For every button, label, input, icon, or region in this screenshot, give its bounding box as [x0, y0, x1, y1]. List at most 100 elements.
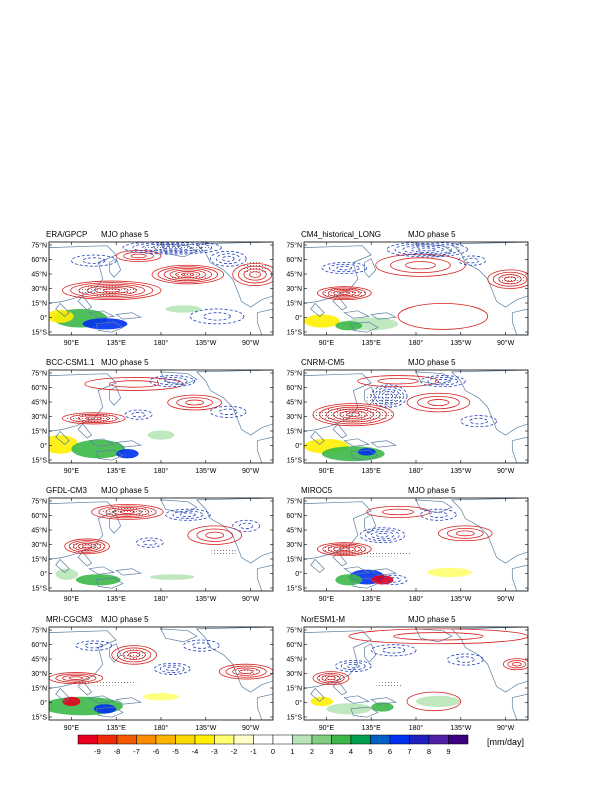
- negative-contour: [183, 639, 220, 652]
- lon-tick-label: 180°: [154, 467, 169, 475]
- negative-contour: [203, 312, 231, 321]
- lat-tick-label: 30°N: [31, 541, 47, 549]
- coastline: [343, 695, 371, 704]
- colorbar-tick-label: 3: [329, 747, 333, 756]
- positive-contour: [446, 527, 484, 539]
- positive-contour: [62, 674, 90, 682]
- negative-contour: [460, 415, 498, 428]
- positive-contour: [98, 505, 157, 519]
- coastline: [109, 258, 122, 278]
- lat-tick-label: 75°N: [286, 242, 302, 250]
- coastline: [77, 295, 93, 311]
- positive-contour: [151, 264, 225, 285]
- panel-phase-label: MJO phase 5: [101, 230, 149, 239]
- colorbar-tick-label: -1: [250, 747, 257, 756]
- positive-contour: [492, 271, 528, 287]
- positive-contour: [163, 267, 213, 282]
- positive-contour: [406, 691, 462, 712]
- coastline: [370, 697, 397, 705]
- positive-contour: [78, 283, 145, 297]
- colorbar-swatch: [370, 734, 391, 745]
- negative-contour: [418, 247, 436, 252]
- positive-contour: [417, 395, 460, 410]
- positive-contour: [332, 408, 374, 421]
- negative-contour: [142, 243, 203, 252]
- negative-contour: [346, 663, 360, 669]
- lat-tick-label: 75°N: [31, 370, 47, 378]
- colorbar-tick-label: 1: [290, 747, 294, 756]
- positive-contour: [62, 280, 162, 301]
- coastline: [350, 449, 379, 461]
- lat-tick-label: 45°N: [286, 656, 302, 664]
- negative-contour: [377, 388, 401, 404]
- lat-tick-label: 60°N: [31, 641, 47, 649]
- colorbar-tick-label: -3: [211, 747, 218, 756]
- colorbar-swatch: [97, 734, 118, 745]
- map-panel: MIROC5 MJO phase 5 75°N 60°N 45°N 30°N 15°N 0° 1…: [286, 486, 529, 603]
- negative-contour: [446, 653, 484, 666]
- negative-contour: [149, 375, 196, 388]
- negative-contour: [469, 417, 489, 425]
- positive-contour: [119, 510, 135, 514]
- positive-contour: [317, 286, 372, 301]
- colorbar-tick-label: -2: [231, 747, 238, 756]
- colorbar-tick-label: -8: [114, 747, 121, 756]
- positive-contour: [319, 404, 388, 425]
- precip-anomaly-shading: [93, 704, 117, 714]
- negative-contour: [435, 378, 451, 384]
- coastline: [115, 440, 142, 448]
- panel-model-name: CM4_historical_LONG: [301, 230, 381, 239]
- lon-tick-label: 90°W: [497, 467, 515, 475]
- coastline: [109, 386, 122, 406]
- lon-tick-label: 90°E: [64, 339, 80, 347]
- panel-model-name: NorESM1-M: [301, 615, 345, 624]
- negative-contour: [152, 244, 193, 251]
- positive-contour: [225, 665, 267, 678]
- positive-contour: [103, 288, 121, 293]
- negative-contour: [189, 308, 245, 325]
- lat-tick-label: 60°N: [286, 256, 302, 264]
- positive-contour: [504, 276, 517, 282]
- lat-tick-label: 15°N: [31, 556, 47, 564]
- significance-stipple: [120, 649, 148, 661]
- negative-contour: [191, 642, 211, 649]
- lon-tick-label: 180°: [154, 724, 169, 732]
- negative-contour: [164, 378, 181, 384]
- colorbar-swatch: [175, 734, 196, 745]
- lon-tick-label: 180°: [154, 595, 169, 603]
- coastline: [450, 370, 528, 436]
- coastline: [415, 628, 453, 643]
- coastline: [310, 302, 325, 317]
- colorbar-tick-label: -5: [172, 747, 179, 756]
- negative-contour: [464, 257, 480, 264]
- lat-tick-label: 30°N: [286, 670, 302, 678]
- positive-contour: [187, 525, 243, 545]
- lat-tick-label: 15°S: [287, 457, 303, 465]
- positive-contour: [130, 253, 147, 259]
- negative-contour: [218, 408, 238, 416]
- coastline: [256, 436, 273, 463]
- panel-phase-label: MJO phase 5: [408, 615, 456, 624]
- lon-tick-label: 135°E: [362, 467, 381, 475]
- lat-tick-label: 45°N: [286, 399, 302, 407]
- positive-contour: [68, 676, 83, 680]
- positive-contour: [502, 658, 528, 671]
- coastline: [95, 321, 124, 333]
- lon-tick-label: 90°E: [319, 339, 335, 347]
- negative-contour: [374, 386, 404, 406]
- significance-stipple: [498, 274, 526, 284]
- positive-contour: [243, 268, 267, 281]
- colorbar-swatch: [116, 734, 137, 745]
- positive-contour: [109, 380, 160, 388]
- negative-contour: [379, 574, 408, 585]
- coastline: [55, 687, 70, 702]
- coastline: [370, 568, 397, 576]
- negative-contour: [82, 257, 106, 264]
- lon-tick-label: 180°: [409, 724, 424, 732]
- negative-contour: [328, 263, 360, 273]
- positive-contour: [82, 544, 92, 549]
- precip-anomaly-shading: [304, 314, 340, 328]
- negative-contour: [232, 519, 260, 532]
- lon-tick-label: 135°E: [362, 595, 381, 603]
